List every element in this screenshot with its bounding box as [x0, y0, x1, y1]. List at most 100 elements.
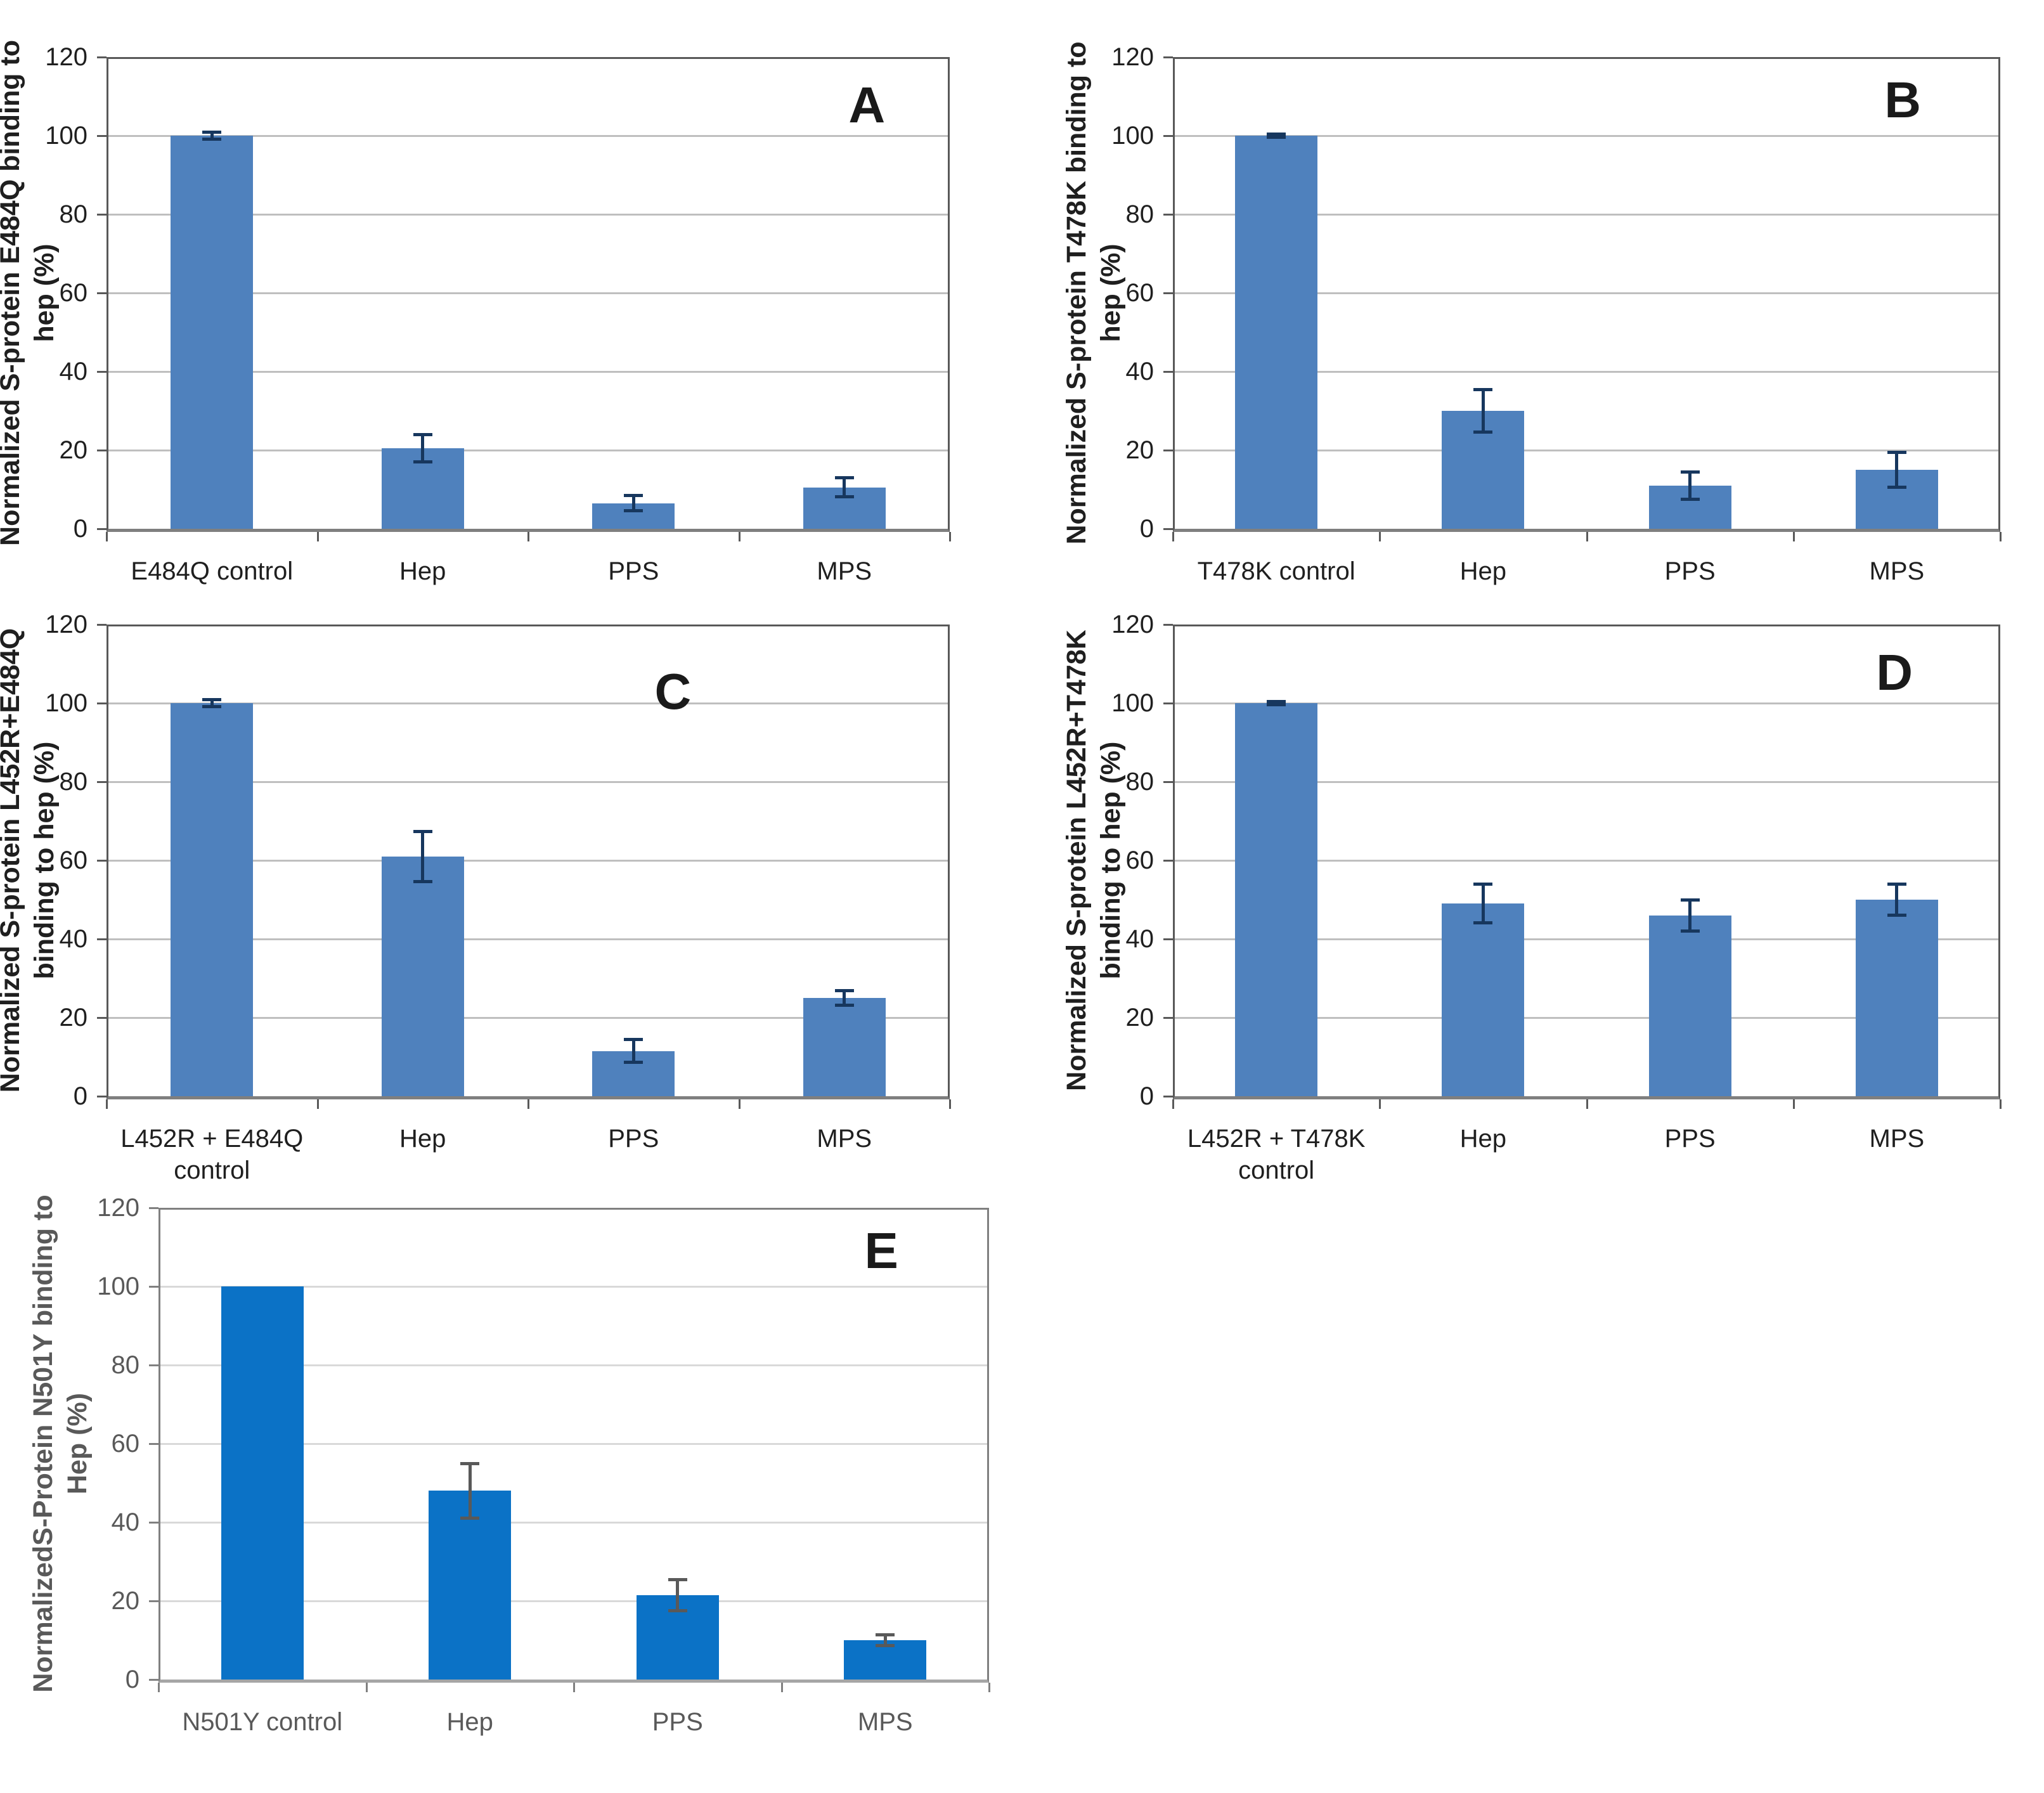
gridline	[1173, 135, 2000, 137]
category-label: Hep	[1459, 557, 1507, 585]
y-tick-mark	[1163, 624, 1173, 626]
y-tick-mark	[149, 1679, 158, 1681]
y-tick-mark	[1163, 450, 1173, 451]
x-tick-mark	[2000, 532, 2002, 541]
error-bar-cap-bottom	[668, 1609, 687, 1612]
y-tick-mark	[1163, 702, 1173, 704]
bar-L452R-T478K	[1235, 703, 1318, 1096]
y-tick-mark	[1163, 371, 1173, 373]
x-tick-mark	[316, 532, 319, 541]
error-bar-cap-bottom	[1267, 136, 1286, 139]
error-bar	[421, 434, 425, 462]
category-label: PPS	[608, 1125, 659, 1153]
y-tick-label: 20	[59, 1004, 88, 1032]
gridline	[158, 1600, 989, 1602]
plot-area	[107, 57, 950, 532]
y-tick-label: 40	[1125, 925, 1155, 953]
y-tick-mark	[1163, 135, 1173, 137]
y-tick-mark	[97, 624, 107, 626]
gridline	[1173, 781, 2000, 783]
category-label: Hep	[399, 1125, 446, 1153]
error-bar-cap-top	[624, 494, 644, 498]
error-bar	[631, 495, 635, 512]
category-label: MPS	[1869, 1125, 1925, 1153]
error-bar-cap-top	[1267, 132, 1286, 136]
x-tick-mark	[1586, 532, 1588, 541]
error-bar-cap-bottom	[1887, 913, 1906, 917]
gridline	[107, 1017, 950, 1019]
y-tick-label: 0	[73, 515, 87, 543]
error-bar	[1481, 884, 1485, 924]
y-tick-label: 0	[1139, 1082, 1154, 1110]
x-tick-mark	[527, 1099, 529, 1109]
y-tick-label: 120	[97, 1194, 139, 1222]
bar-MPS	[1855, 900, 1938, 1096]
error-bar	[1274, 133, 1278, 138]
gridline	[1173, 1017, 2000, 1019]
y-tick-mark	[97, 702, 107, 704]
category-label: L452R + E484Q control	[120, 1125, 304, 1184]
y-tick-label: 120	[45, 611, 87, 638]
y-tick-mark	[97, 450, 107, 451]
y-tick-label: 40	[59, 925, 88, 953]
x-tick-mark	[2000, 1099, 2002, 1109]
category-label: PPS	[1664, 1125, 1716, 1153]
bar-PPS	[1648, 915, 1731, 1096]
y-axis-label: NormalizedS-Protein N501Y binding to Hep…	[28, 1194, 93, 1693]
gridline	[158, 1443, 989, 1445]
category-label: Hep	[446, 1708, 493, 1736]
y-tick-label: 80	[59, 768, 88, 796]
gridline	[1173, 214, 2000, 216]
y-tick-label: 60	[1125, 846, 1155, 874]
panel-letter: D	[1876, 644, 1913, 701]
y-tick-label: 60	[111, 1430, 140, 1458]
x-tick-mark	[365, 1683, 368, 1692]
y-tick-label: 80	[59, 200, 88, 228]
category-label: MPS	[857, 1708, 913, 1736]
bar-Hep	[429, 1491, 512, 1680]
error-bar-cap-top	[202, 130, 222, 134]
gridline	[1173, 371, 2000, 373]
plot-area	[1173, 625, 2000, 1099]
error-bar-cap-bottom	[413, 880, 432, 884]
x-tick-mark	[1172, 532, 1174, 541]
x-tick-mark	[1792, 532, 1795, 541]
gridline	[158, 1364, 989, 1366]
x-tick-mark	[1792, 1099, 1795, 1109]
category-label: N501Y control	[182, 1708, 343, 1736]
x-tick-mark	[738, 1099, 741, 1109]
y-tick-label: 0	[73, 1082, 87, 1110]
y-tick-mark	[149, 1286, 158, 1288]
y-tick-mark	[149, 1522, 158, 1524]
y-tick-mark	[1163, 781, 1173, 783]
gridline	[107, 371, 950, 373]
y-tick-mark	[97, 860, 107, 862]
y-tick-label: 120	[1111, 43, 1154, 71]
error-bar	[210, 131, 214, 140]
y-tick-label: 100	[97, 1272, 139, 1300]
error-bar-cap-top	[202, 697, 222, 701]
y-tick-label: 20	[59, 436, 88, 464]
y-tick-mark	[97, 938, 107, 940]
x-tick-mark	[1379, 1099, 1381, 1109]
error-bar-cap-bottom	[1267, 703, 1286, 707]
x-tick-mark	[316, 1099, 319, 1109]
category-label: PPS	[652, 1708, 703, 1736]
y-tick-mark	[1163, 1096, 1173, 1097]
error-bar-cap-top	[1680, 898, 1700, 902]
plot-area	[158, 1208, 989, 1683]
y-tick-label: 120	[1111, 611, 1154, 638]
y-tick-mark	[1163, 860, 1173, 862]
x-tick-mark	[158, 1683, 160, 1692]
y-tick-mark	[149, 1600, 158, 1602]
error-bar	[1688, 900, 1692, 931]
y-tick-label: 20	[1125, 1004, 1155, 1032]
gridline	[1173, 938, 2000, 940]
error-bar	[883, 1634, 887, 1647]
error-bar-cap-bottom	[624, 509, 644, 513]
error-bar-cap-top	[1680, 470, 1700, 474]
gridline	[1173, 702, 2000, 704]
y-tick-mark	[97, 56, 107, 58]
